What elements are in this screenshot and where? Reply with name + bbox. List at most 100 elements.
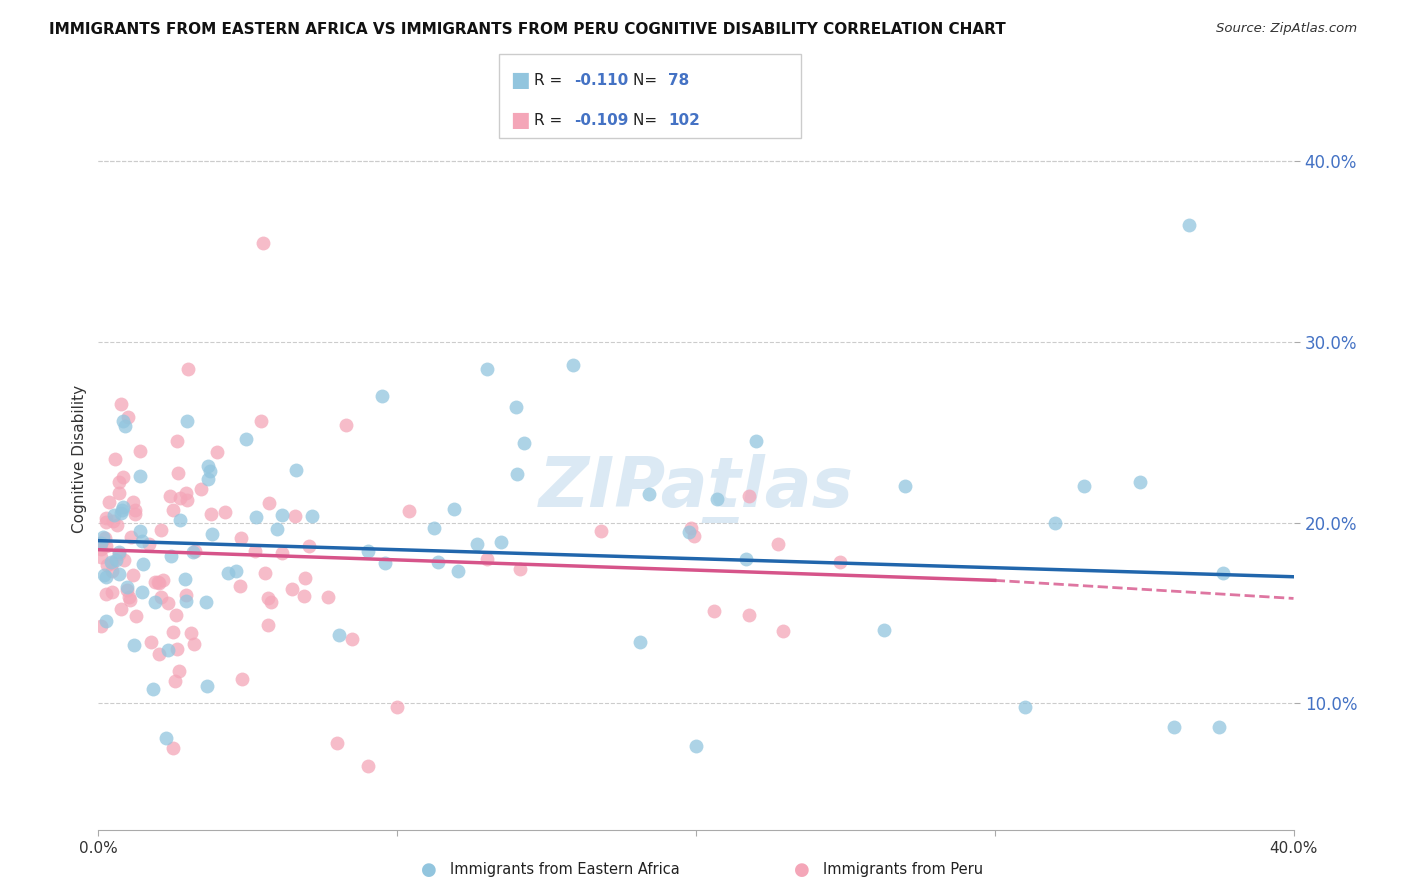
Point xyxy=(115,583,138,598)
Text: ●: ● xyxy=(420,861,437,879)
Point xyxy=(138,536,160,550)
Point xyxy=(166,642,188,657)
Text: -0.109: -0.109 xyxy=(574,113,628,128)
Point xyxy=(589,524,612,538)
Point xyxy=(165,607,187,622)
Point xyxy=(166,434,188,449)
Point xyxy=(152,573,174,587)
Point xyxy=(681,520,703,534)
Text: R =: R = xyxy=(534,113,568,128)
Point xyxy=(243,544,266,558)
Point xyxy=(118,590,141,604)
Point xyxy=(90,618,112,632)
Point xyxy=(100,565,122,579)
Text: Immigrants from Peru: Immigrants from Peru xyxy=(823,863,983,877)
Point xyxy=(100,585,122,599)
Point xyxy=(426,555,449,569)
Point xyxy=(177,362,200,376)
Point xyxy=(111,500,134,515)
Point xyxy=(173,572,195,586)
Point xyxy=(271,546,294,560)
Text: ■: ■ xyxy=(510,111,530,130)
Point xyxy=(174,486,197,500)
Point xyxy=(628,635,651,649)
Point xyxy=(122,568,145,582)
Point xyxy=(96,570,118,584)
Point xyxy=(159,489,181,503)
Point xyxy=(174,593,197,607)
Point xyxy=(94,515,117,529)
Point xyxy=(316,591,339,605)
Point xyxy=(894,479,917,493)
Point xyxy=(162,624,184,639)
Point xyxy=(108,475,131,489)
Point xyxy=(176,588,198,602)
Point xyxy=(766,537,789,551)
Point xyxy=(266,522,288,536)
Point xyxy=(1043,516,1066,530)
Point xyxy=(229,531,252,545)
Point xyxy=(132,558,155,572)
Point xyxy=(260,595,283,609)
Point xyxy=(772,624,794,638)
Point xyxy=(231,672,253,686)
Point xyxy=(167,466,190,480)
Point xyxy=(217,566,239,580)
Point xyxy=(1178,218,1201,232)
Point xyxy=(112,470,135,484)
Point xyxy=(107,545,129,559)
Point xyxy=(235,432,257,446)
Text: -0.110: -0.110 xyxy=(574,73,628,87)
Point xyxy=(107,566,129,581)
Point xyxy=(169,513,191,527)
Point xyxy=(229,579,252,593)
Point xyxy=(162,741,184,756)
Point xyxy=(143,595,166,609)
Text: ■: ■ xyxy=(510,70,530,90)
Point xyxy=(117,409,139,424)
Point xyxy=(257,618,280,632)
Point xyxy=(110,397,132,411)
Point xyxy=(252,235,274,250)
Point xyxy=(250,414,273,428)
Point xyxy=(94,614,117,628)
Point xyxy=(128,524,150,539)
Point xyxy=(374,557,396,571)
Point xyxy=(301,509,323,524)
Point xyxy=(155,731,177,745)
Point xyxy=(475,362,498,376)
Point xyxy=(398,504,420,518)
Point xyxy=(184,544,207,558)
Point xyxy=(745,434,768,449)
Point xyxy=(125,609,148,624)
Point xyxy=(165,673,187,688)
Point xyxy=(335,418,357,433)
Point xyxy=(292,589,315,603)
Text: N=: N= xyxy=(633,73,662,87)
Point xyxy=(156,643,179,657)
Point xyxy=(98,495,121,509)
Point xyxy=(284,509,307,524)
Point xyxy=(160,549,183,563)
Point xyxy=(190,482,212,496)
Point xyxy=(96,511,118,525)
Point xyxy=(200,508,222,522)
Point xyxy=(124,503,146,517)
Point xyxy=(103,508,125,522)
Point xyxy=(1208,720,1230,734)
Point xyxy=(120,530,142,544)
Point xyxy=(195,679,218,693)
Point xyxy=(118,592,141,607)
Point xyxy=(294,571,316,585)
Point xyxy=(90,542,112,557)
Text: Source: ZipAtlas.com: Source: ZipAtlas.com xyxy=(1216,22,1357,36)
Point xyxy=(328,628,350,642)
Point xyxy=(326,736,349,750)
Point xyxy=(678,524,700,539)
Point xyxy=(93,568,115,582)
Point xyxy=(465,537,488,551)
Point xyxy=(385,699,409,714)
Point xyxy=(148,647,170,661)
Point xyxy=(200,526,222,541)
Text: N=: N= xyxy=(633,113,662,128)
